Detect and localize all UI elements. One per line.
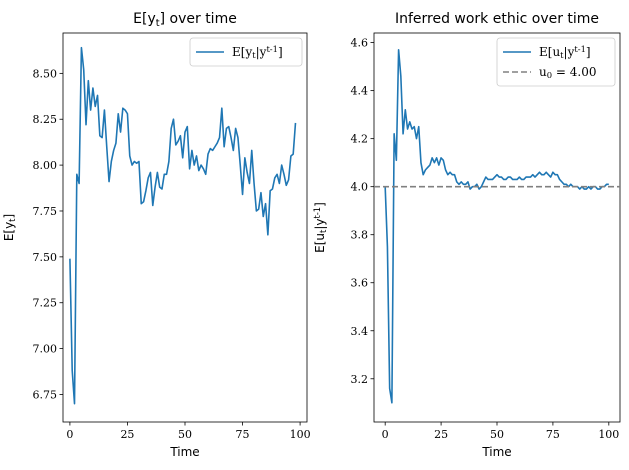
chart-title: Inferred work ethic over time: [395, 11, 599, 27]
y-tick-label: 4.0: [351, 181, 369, 194]
y-tick-label: 7.25: [33, 297, 58, 310]
plot-area-frame: [62, 32, 308, 423]
y-tick-label: 3.2: [351, 373, 369, 386]
line-series: [384, 49, 609, 404]
x-tick-label: 0: [382, 428, 389, 441]
legend-label: E[ut​|yt-1​]: [539, 44, 591, 60]
y-tick-label: 4.6: [351, 37, 369, 50]
y-axis-label: E[ut​|yt-1​]: [312, 202, 328, 253]
x-axis-label: Time: [169, 445, 199, 459]
y-tick-label: 4.4: [351, 85, 369, 98]
x-tick-label: 0: [66, 428, 73, 441]
plot-area-frame: [373, 32, 621, 423]
x-tick-label: 100: [290, 428, 311, 441]
x-tick-label: 25: [120, 428, 134, 441]
legend-box: [496, 37, 616, 87]
legend: E[ut​|yt-1​] u0​ = 4.00: [496, 37, 616, 87]
chart-panel-1: 0 25 50 75 100 3.2 3.4 3.6 3.8 4.0 4.2 4.4 4.6 Inferr…: [312, 11, 621, 459]
legend: E[yt​|yt-1​]: [189, 37, 303, 67]
y-tick-label: 8.25: [33, 113, 58, 126]
y-tick-label: 7.00: [33, 343, 58, 356]
x-tick-label: 50: [178, 428, 192, 441]
x-tick-label: 100: [598, 428, 619, 441]
y-tick-label: 3.4: [351, 325, 369, 338]
legend-box: [189, 37, 303, 67]
y-tick-label: 8.00: [33, 159, 58, 172]
y-tick-label: 7.75: [33, 205, 58, 218]
y-tick-label: 3.6: [351, 277, 369, 290]
x-tick-label: 50: [490, 428, 504, 441]
legend-label: E[yt​|yt-1​]: [232, 44, 283, 60]
y-tick-label: 4.2: [351, 133, 369, 146]
chart-panel-0: 0 25 50 75 100 6.75 7.00 7.25 7.50 7.75 8.00 8.25 8.…: [2, 11, 311, 459]
y-tick-label: 7.50: [33, 251, 58, 264]
x-tick-label: 75: [546, 428, 560, 441]
line-series: [69, 46, 297, 405]
y-tick-label: 3.8: [351, 229, 369, 242]
chart-title: E[yt​] over time: [133, 11, 237, 29]
legend-label: u0​ = 4.00: [539, 65, 596, 80]
x-tick-label: 75: [236, 428, 250, 441]
y-axis-label: E[yt​]: [2, 214, 17, 241]
x-axis-label: Time: [481, 445, 511, 459]
y-tick-label: 8.50: [33, 67, 58, 80]
y-tick-label: 6.75: [33, 388, 58, 401]
x-tick-label: 25: [434, 428, 448, 441]
